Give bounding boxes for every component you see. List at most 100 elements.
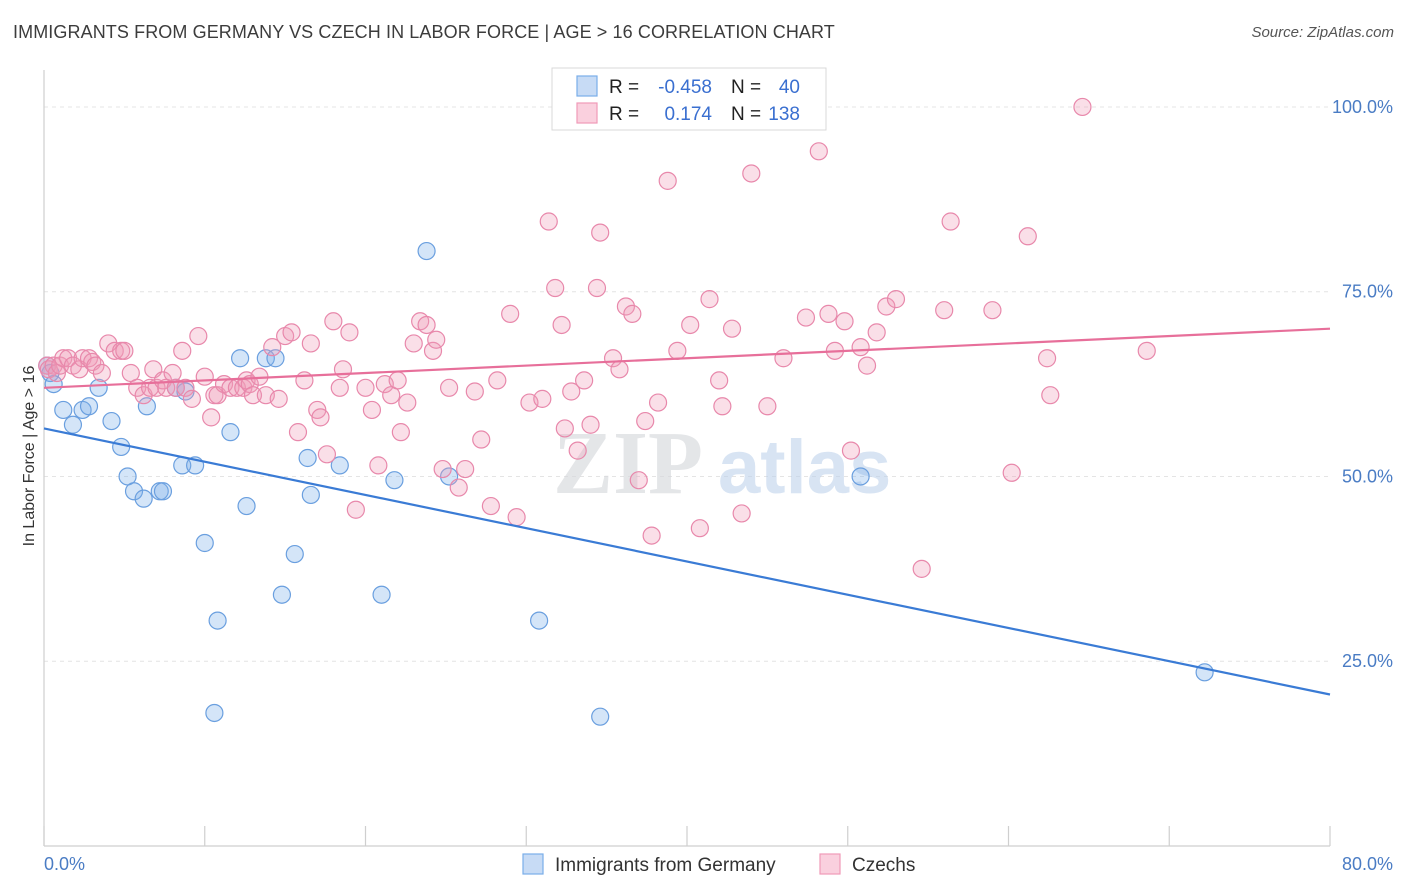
data-point-germany <box>301 485 320 505</box>
y-tick-label-2: 75.0% <box>1342 282 1393 302</box>
legend-r-value-germany: -0.458 <box>658 77 712 98</box>
data-point-germany <box>237 496 256 516</box>
data-point-czechs <box>681 315 700 335</box>
data-point-czechs <box>841 441 861 460</box>
watermark-atlas: atlas <box>718 425 891 510</box>
data-point-czechs <box>983 301 1002 320</box>
data-point-germany <box>79 397 99 416</box>
data-point-czechs <box>722 319 742 338</box>
legend-n-value-czechs: 138 <box>768 104 800 125</box>
data-point-germany <box>153 482 173 501</box>
data-point-czechs <box>575 371 594 390</box>
data-point-czechs <box>1018 227 1037 246</box>
watermark-zip: ZIP <box>553 414 703 513</box>
data-point-germany <box>231 349 250 368</box>
data-point-czechs <box>732 504 751 523</box>
data-point-germany <box>385 471 404 490</box>
data-point-czechs <box>1073 97 1092 117</box>
data-point-czechs <box>282 323 301 342</box>
data-point-czechs <box>886 290 906 309</box>
data-point-germany <box>372 585 391 604</box>
data-point-czechs <box>340 323 359 342</box>
data-point-czechs <box>324 312 343 331</box>
data-point-czechs <box>433 459 452 479</box>
data-point-czechs <box>398 393 417 412</box>
data-point-czechs <box>710 371 729 390</box>
y-axis-title: In Labor Force | Age > 16 <box>21 366 38 547</box>
data-point-czechs <box>173 341 192 360</box>
data-point-czechs <box>690 519 709 538</box>
data-point-czechs <box>867 323 886 342</box>
data-point-czechs <box>481 496 500 516</box>
data-point-czechs <box>439 378 459 397</box>
legend-n-label-germany: N = <box>731 77 761 98</box>
data-point-czechs <box>591 223 610 242</box>
data-point-germany <box>256 349 275 368</box>
data-point-czechs <box>423 341 443 360</box>
data-point-czechs <box>86 356 105 375</box>
data-point-czechs <box>243 386 263 405</box>
data-point-czechs <box>472 430 491 449</box>
data-point-czechs <box>713 397 732 416</box>
data-point-czechs <box>636 411 655 431</box>
data-point-czechs <box>311 408 330 427</box>
data-point-czechs <box>539 212 558 231</box>
data-point-czechs <box>115 341 134 360</box>
chart-source: Source: ZipAtlas.com <box>1251 24 1394 41</box>
legend-r-label-czechs: R = <box>609 104 639 125</box>
data-point-czechs <box>742 164 761 183</box>
data-point-germany <box>851 467 870 486</box>
data-point-czechs <box>240 374 259 394</box>
data-point-czechs <box>610 360 629 379</box>
data-point-czechs <box>346 500 365 519</box>
legend-swatch-germany <box>576 75 598 97</box>
data-point-czechs <box>935 301 954 320</box>
data-point-czechs <box>912 559 931 578</box>
data-point-germany <box>63 415 83 434</box>
data-point-czechs <box>388 371 407 390</box>
data-point-czechs <box>176 378 195 397</box>
legend-swatch-czechs <box>576 102 598 124</box>
data-point-czechs <box>182 389 201 408</box>
data-point-czechs <box>568 441 587 460</box>
data-point-czechs <box>616 297 636 316</box>
data-point-czechs <box>1137 341 1156 360</box>
data-point-germany <box>272 585 292 604</box>
data-point-czechs <box>427 330 446 349</box>
legend-n-label-czechs: N = <box>731 104 761 125</box>
data-point-czechs <box>195 367 214 386</box>
data-point-czechs <box>758 397 777 416</box>
data-point-germany <box>134 489 153 508</box>
data-point-czechs <box>54 349 73 368</box>
legend-r-value-czechs: 0.174 <box>664 104 712 125</box>
data-point-germany <box>195 533 214 553</box>
data-point-germany <box>330 456 349 475</box>
data-point-czechs <box>533 389 552 408</box>
data-point-czechs <box>330 378 349 397</box>
data-point-germany <box>102 411 121 431</box>
data-point-czechs <box>819 304 838 323</box>
data-point-czechs <box>465 382 484 401</box>
y-axis-tick-labels: 25.0% 50.0% 75.0% 100.0% <box>1332 97 1393 671</box>
data-point-czechs <box>658 171 677 190</box>
trend-line-czechs <box>43 327 1331 389</box>
data-point-czechs <box>362 400 382 420</box>
y-tick-label-0: 25.0% <box>1342 651 1393 671</box>
series-czechs-points <box>38 97 1156 578</box>
data-point-germany <box>417 241 436 261</box>
data-point-czechs <box>562 382 581 401</box>
data-point-czechs <box>809 142 828 161</box>
data-point-czechs <box>301 334 320 353</box>
data-point-czechs <box>1041 386 1060 405</box>
data-point-czechs <box>317 445 337 464</box>
x-tick-label-0: 0.0% <box>44 854 85 874</box>
data-point-czechs <box>288 423 308 442</box>
data-point-czechs <box>202 408 221 427</box>
legend-n-value-germany: 40 <box>779 77 800 98</box>
data-point-czechs <box>857 356 877 375</box>
data-point-czechs <box>189 326 208 346</box>
trend-lines <box>43 327 1331 696</box>
data-point-czechs <box>581 415 600 434</box>
data-point-czechs <box>417 315 436 335</box>
